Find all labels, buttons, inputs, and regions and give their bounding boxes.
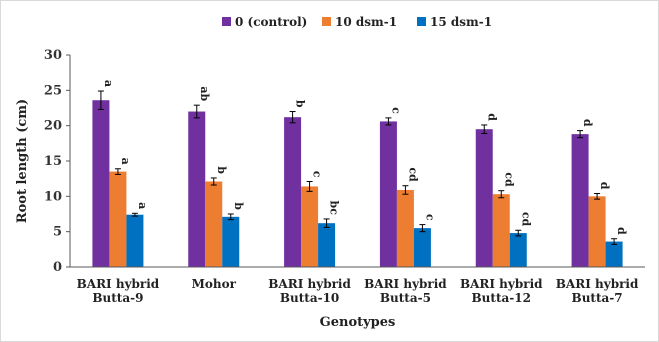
category-label: BARI hybrid — [268, 277, 351, 291]
significance-label: b — [294, 100, 307, 108]
bar — [379, 121, 397, 267]
legend-swatch — [222, 17, 231, 26]
legend-label: 10 dsm-1 — [335, 15, 397, 29]
significance-label: a — [119, 158, 132, 165]
legend-label: 0 (control) — [235, 15, 307, 29]
category-label: BARI hybrid — [556, 277, 639, 291]
bar — [413, 228, 431, 267]
category-label: Mohor — [192, 277, 237, 291]
bar — [188, 111, 206, 268]
significance-label: b — [232, 202, 245, 210]
legend-label: 15 dsm-1 — [430, 15, 492, 29]
y-tick-label: 30 — [44, 48, 62, 63]
category-label: Butta-7 — [572, 291, 623, 305]
bar — [301, 186, 319, 267]
y-tick-label: 5 — [53, 225, 62, 240]
significance-label: a — [136, 202, 149, 209]
category-label: Butta-10 — [280, 291, 339, 305]
y-axis-title: Root length (cm) — [15, 99, 30, 223]
category-label: BARI hybrid — [77, 277, 160, 291]
significance-label: c — [311, 171, 324, 178]
y-tick-label: 20 — [44, 119, 62, 134]
bar — [318, 223, 336, 267]
significance-label: bc — [328, 201, 341, 216]
significance-label: cd — [502, 172, 515, 187]
y-axis: 0 5 10 15 20 25 30 — [44, 48, 71, 275]
legend: 0 (control) 10 dsm-1 15 dsm-1 — [222, 15, 492, 29]
significance-label: d — [598, 182, 611, 190]
legend-swatch — [417, 17, 426, 26]
category-label: Butta-9 — [92, 291, 143, 305]
significance-label: cd — [406, 167, 419, 182]
bar — [92, 100, 110, 267]
bar — [571, 134, 589, 267]
bar — [126, 214, 144, 267]
y-tick-label: 25 — [44, 83, 62, 98]
bar — [284, 117, 302, 267]
bar — [222, 216, 240, 267]
significance-label: d — [615, 227, 628, 235]
bar — [509, 233, 527, 267]
significance-label: b — [215, 166, 228, 174]
significance-label: a — [102, 80, 115, 87]
bar — [205, 181, 223, 267]
significance-label: ab — [198, 86, 211, 101]
significance-label: c — [389, 107, 402, 114]
y-tick-label: 0 — [53, 260, 62, 275]
legend-swatch — [322, 17, 331, 26]
y-tick-label: 10 — [44, 189, 62, 204]
category-label: Butta-12 — [472, 291, 531, 305]
bar — [475, 129, 493, 267]
significance-label: cd — [519, 212, 532, 227]
y-tick-label: 15 — [44, 154, 62, 169]
significance-label: d — [581, 119, 594, 127]
bar — [588, 196, 606, 267]
category-label: BARI hybrid — [460, 277, 543, 291]
significance-label: d — [485, 113, 498, 121]
x-axis-title: Genotypes — [320, 315, 396, 330]
bar — [605, 241, 623, 267]
bar — [492, 194, 510, 267]
category-label: BARI hybrid — [364, 277, 447, 291]
significance-label: c — [423, 214, 436, 221]
bar — [396, 189, 414, 267]
category-label: Butta-5 — [380, 291, 431, 305]
bar — [109, 171, 127, 267]
